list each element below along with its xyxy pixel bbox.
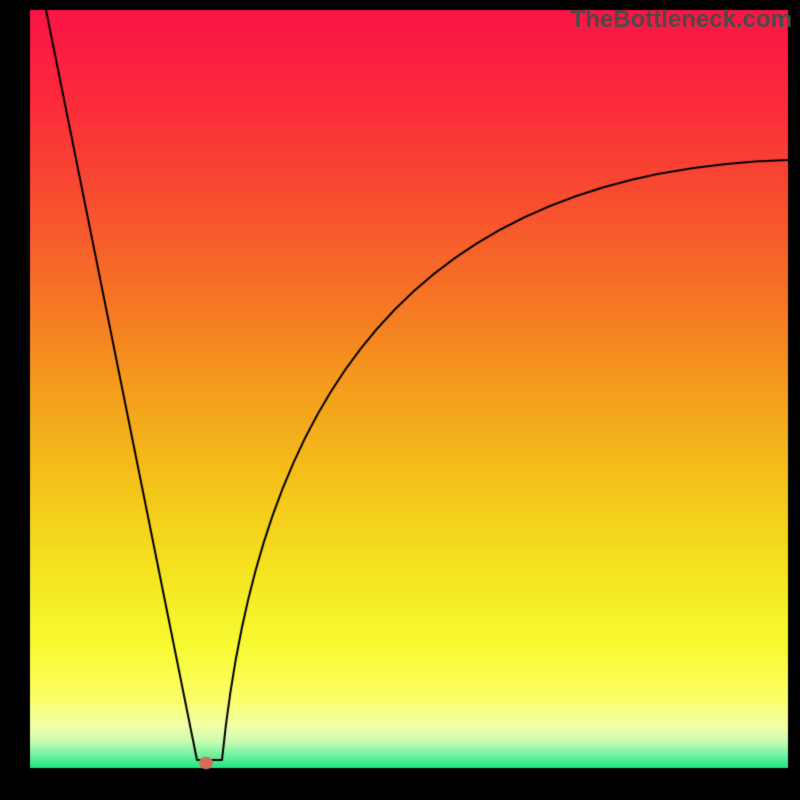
bottleneck-chart-canvas bbox=[0, 0, 800, 800]
chart-root: TheBottleneck.com bbox=[0, 0, 800, 800]
